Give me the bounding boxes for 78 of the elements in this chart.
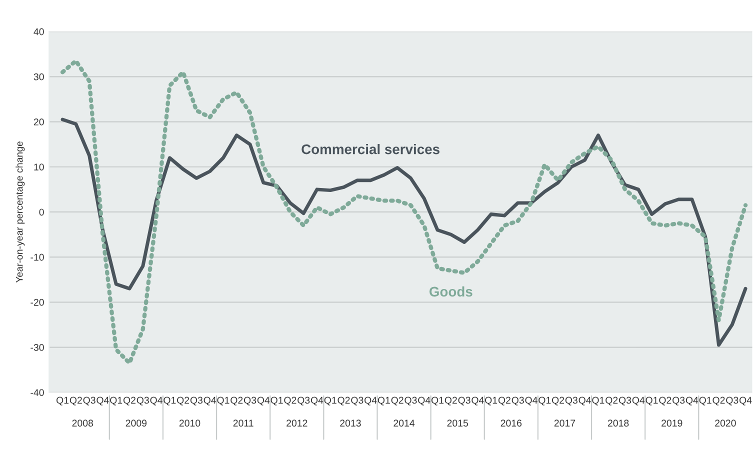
y-tick-label: -40 xyxy=(30,389,44,396)
x-tick-label: Q3 xyxy=(458,396,470,406)
x-tick-label: Q4 xyxy=(310,396,324,406)
text: Commercial services xyxy=(302,144,440,154)
x-tick-label: Q2 xyxy=(284,396,296,406)
x-tick-label: Q4 xyxy=(204,396,216,406)
x-tick-label: Q1 xyxy=(270,396,283,406)
x-tick-label: Q1 xyxy=(164,396,176,406)
x-tick-label: Q1 xyxy=(110,396,122,406)
x-tick-label: Q3 xyxy=(726,396,738,406)
x-tick-label: Q1 xyxy=(217,396,230,406)
y-axis-title: Year-on-year percentage change xyxy=(16,141,25,283)
x-tick-label: Q2 xyxy=(444,396,457,406)
x-tick-label: Q1 xyxy=(699,396,712,406)
x-tick-label: Q4 xyxy=(525,396,538,406)
x-tick-label: Q4 xyxy=(257,396,270,406)
text: 2017 xyxy=(554,420,576,427)
x-tick-label: Q3 xyxy=(298,396,310,406)
x-tick-label: Q4 xyxy=(632,396,645,406)
x-tick-label: Q2 xyxy=(659,396,672,406)
x-tick-label: Q2 xyxy=(338,396,350,406)
y-tick-label: -20 xyxy=(30,298,44,306)
x-tick-label: Q2 xyxy=(552,396,564,406)
x-tick-label: Q2 xyxy=(123,396,136,406)
text: 2013 xyxy=(340,420,361,427)
line-series xyxy=(60,58,748,366)
x-tick-label: Q3 xyxy=(244,396,256,406)
x-tick-label: Q1 xyxy=(485,396,498,406)
y-tick-label: 40 xyxy=(34,28,44,36)
x-tick-label: Q4 xyxy=(418,396,430,406)
series-label: Goods xyxy=(429,286,472,297)
x-tick-label: Q1 xyxy=(646,396,658,406)
text: 2016 xyxy=(500,420,522,427)
x-tick-label: Q4 xyxy=(150,396,162,406)
text: 2015 xyxy=(447,420,468,427)
y-tick-label: 20 xyxy=(34,118,44,126)
x-tick-label: Q1 xyxy=(324,396,336,406)
text: 2018 xyxy=(608,420,629,427)
x-tick-label: Q2 xyxy=(391,396,404,406)
x-tick-label: Q4 xyxy=(740,396,752,406)
x-tick-label: Q4 xyxy=(578,396,592,406)
text: 2010 xyxy=(179,420,200,427)
x-tick-label: Q3 xyxy=(618,396,632,406)
x-tick-label: Q1 xyxy=(538,396,551,406)
text: 2012 xyxy=(286,420,308,427)
x-tick-label: Q1 xyxy=(56,396,69,406)
y-tick-label: -30 xyxy=(30,344,44,351)
y-tick-label: 30 xyxy=(34,73,44,80)
y-tick-label: -10 xyxy=(30,254,44,261)
x-tick-label: Q4 xyxy=(686,396,698,406)
x-tick-label: Q4 xyxy=(364,396,377,406)
x-tick-label: Q4 xyxy=(96,396,109,406)
text: 2019 xyxy=(662,420,682,427)
text: 2020 xyxy=(715,420,736,427)
x-tick-label: Q3 xyxy=(672,396,685,406)
x-tick-label: Q2 xyxy=(606,396,618,406)
x-tick-label: Q3 xyxy=(83,396,96,406)
x-tick-label: Q1 xyxy=(592,396,604,406)
x-tick-label: Q3 xyxy=(565,396,578,406)
x-tick-label: Q2 xyxy=(177,396,190,406)
x-tick-label: Q3 xyxy=(404,396,417,406)
x-tick-label: Q2 xyxy=(498,396,510,406)
x-tick-label: Q2 xyxy=(712,396,725,406)
text: 2011 xyxy=(233,420,254,427)
x-tick-label: Q1 xyxy=(378,396,390,406)
x-tick-label: Q1 xyxy=(431,396,444,406)
y-tick-label: 0 xyxy=(39,208,44,216)
x-tick-label: Q2 xyxy=(230,396,243,406)
text: 2008 xyxy=(72,420,94,427)
x-tick-label: Q3 xyxy=(136,396,149,406)
x-tick-label: Q3 xyxy=(351,396,364,406)
x-tick-label: Q3 xyxy=(512,396,524,406)
x-tick-label: Q2 xyxy=(70,396,82,406)
x-tick-label: Q4 xyxy=(472,396,484,406)
text: 2014 xyxy=(394,420,415,427)
text: 2009 xyxy=(126,420,147,427)
x-tick-label: Q3 xyxy=(190,396,203,406)
y-tick-label: 10 xyxy=(34,164,44,170)
